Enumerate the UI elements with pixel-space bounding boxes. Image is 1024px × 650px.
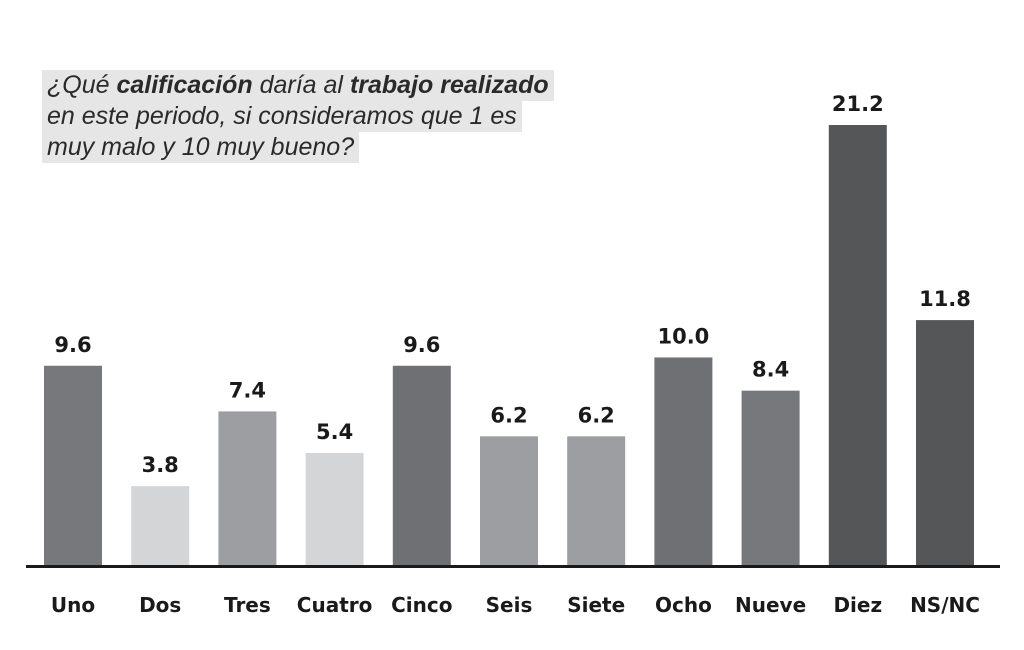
bar-value-label: 5.4 (316, 420, 353, 444)
category-label: Seis (486, 593, 533, 617)
bar-uno (44, 365, 102, 565)
bar-value-label: 9.6 (54, 333, 91, 357)
bar-diez (828, 125, 887, 565)
question-segment: ¿Qué (47, 71, 117, 99)
category-label: Diez (833, 593, 882, 617)
bar-value-label: 11.8 (919, 287, 971, 311)
question-segment: calificación (116, 71, 253, 99)
category-label: NS/NC (910, 593, 980, 617)
bar-nueve (741, 390, 800, 565)
category-label: Dos (139, 593, 181, 617)
question-line-1: ¿Qué calificación daría al trabajo reali… (42, 70, 554, 101)
category-label: Uno (51, 593, 95, 617)
bar-value-label: 21.2 (832, 92, 884, 116)
bar-ns-nc (916, 320, 974, 565)
chart-question-title: ¿Qué calificación daría al trabajo reali… (42, 70, 642, 163)
bar-value-label: 6.2 (578, 403, 615, 427)
bar-seis (480, 436, 538, 565)
bar-tres (218, 411, 277, 565)
bar-value-label: 7.4 (229, 378, 266, 402)
question-line-2: en este periodo, si consideramos que 1 e… (42, 101, 522, 132)
question-line-3: muy malo y 10 muy bueno? (42, 132, 360, 163)
bar-value-label: 6.2 (490, 403, 527, 427)
bar-dos (131, 486, 190, 565)
question-segment: daría al (252, 71, 350, 99)
category-label: Siete (567, 593, 625, 617)
category-label: Tres (224, 593, 271, 617)
category-label: Cuatro (297, 593, 373, 617)
bar-cuatro (305, 452, 364, 565)
bar-siete (567, 436, 626, 565)
category-label: Cinco (391, 593, 452, 617)
bar-value-label: 3.8 (142, 453, 179, 477)
bar-value-label: 10.0 (657, 324, 709, 348)
bar-ocho (654, 357, 713, 565)
bar-value-label: 9.6 (403, 333, 440, 357)
bar-value-label: 8.4 (752, 358, 789, 382)
bar-cinco (392, 365, 451, 565)
category-label: Ocho (655, 593, 712, 617)
category-label: Nueve (735, 593, 806, 617)
question-segment: trabajo realizado (349, 71, 549, 99)
